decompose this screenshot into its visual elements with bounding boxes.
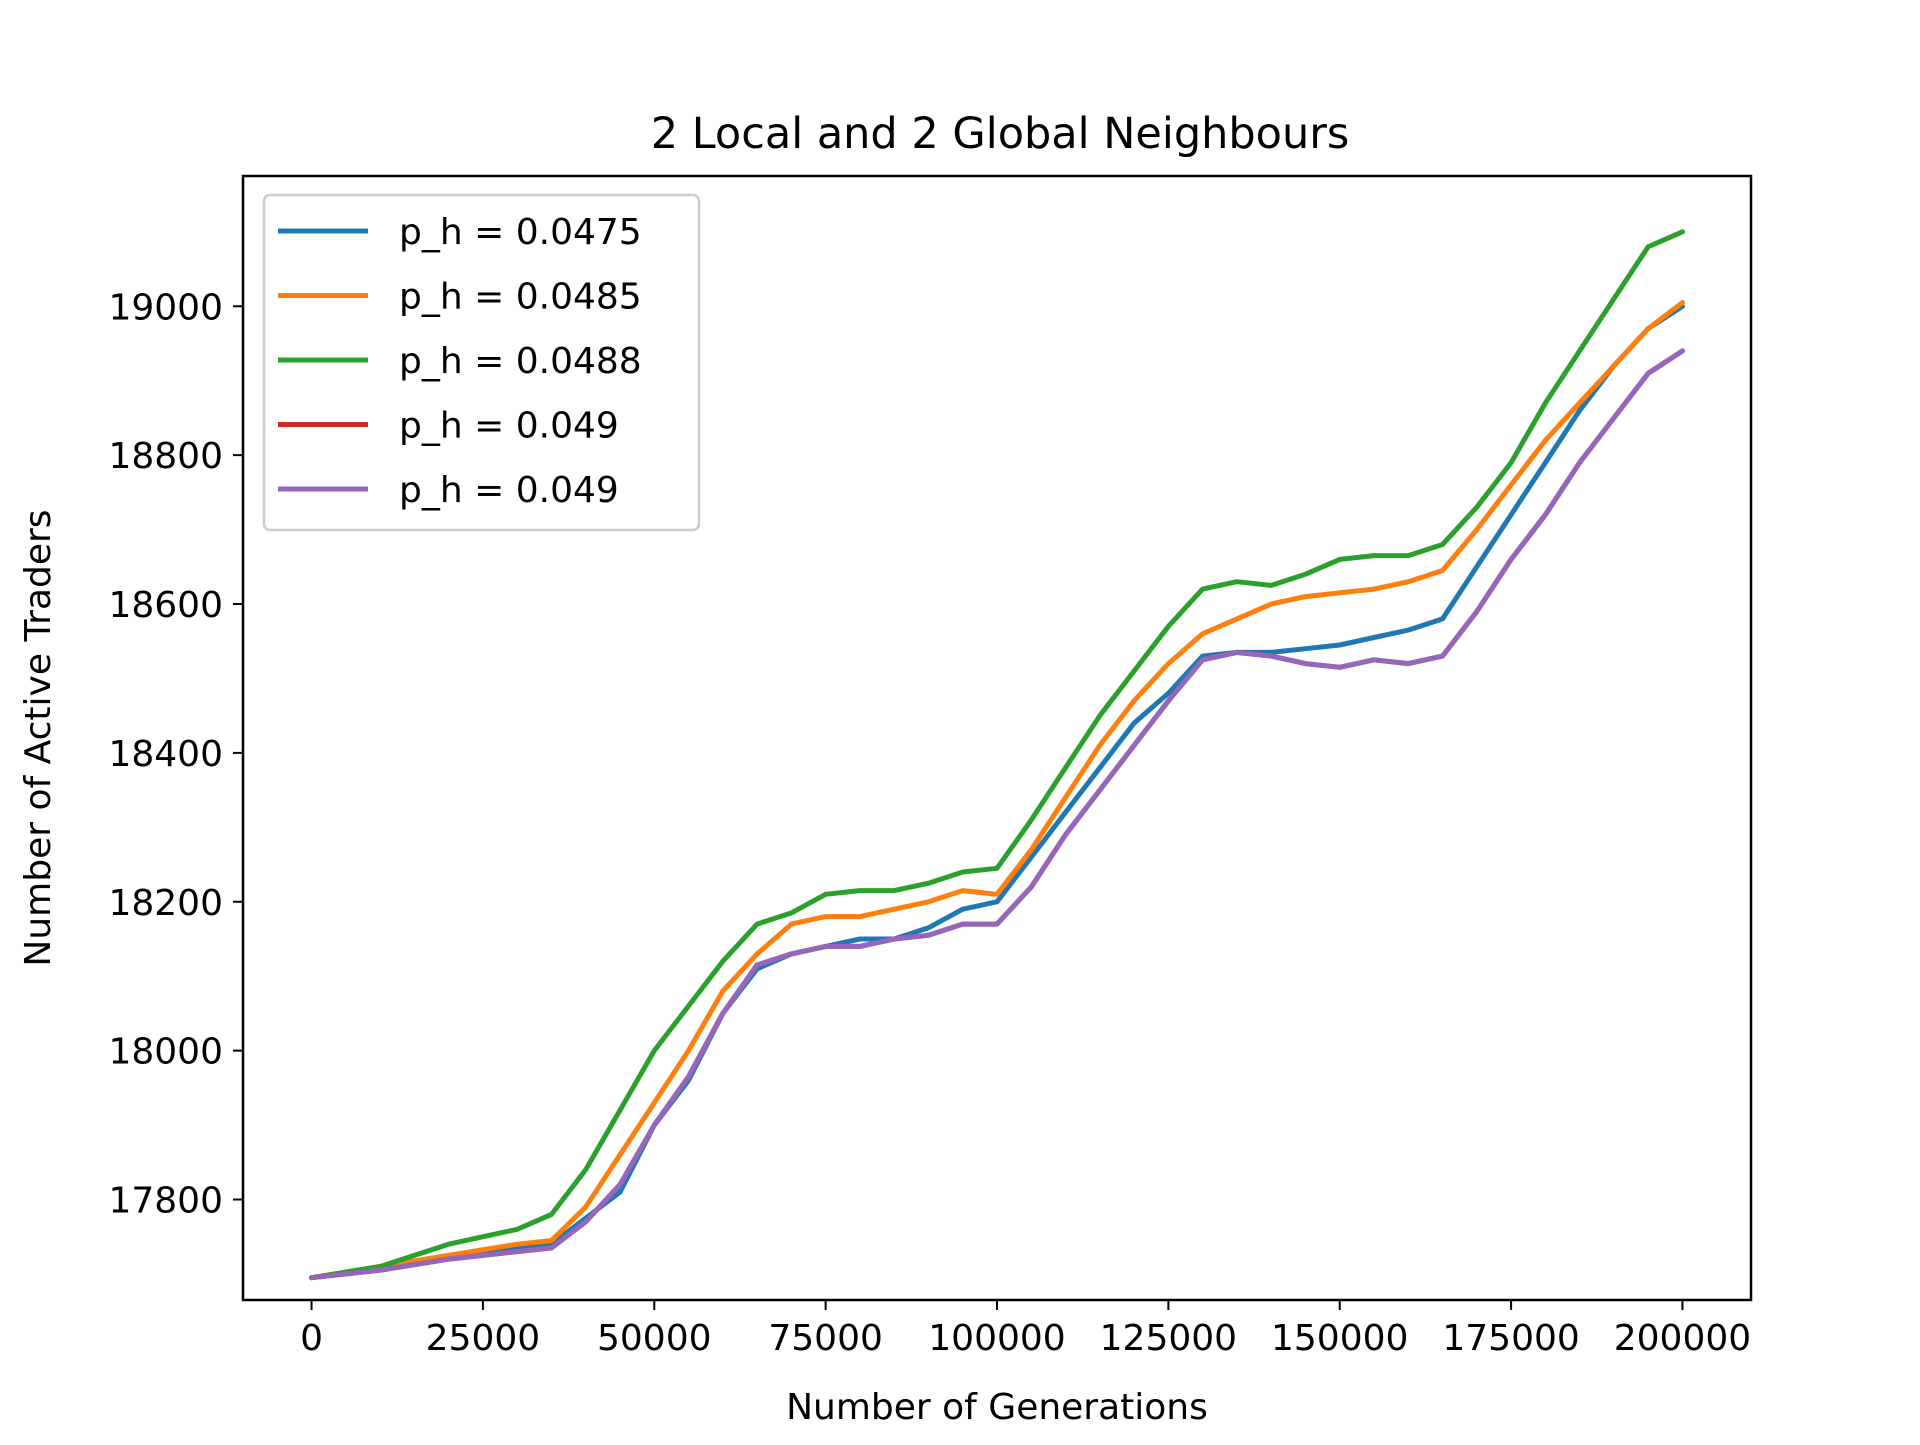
legend-box	[262, 193, 701, 532]
x-tick-label: 0	[300, 1318, 323, 1359]
y-tick-label: 17800	[108, 1181, 223, 1222]
series-line-1	[309, 303, 1685, 1281]
legend-label: p_h = 0.0475	[399, 212, 642, 253]
x-tick-label: 125000	[1100, 1318, 1237, 1359]
chart-title: 2 Local and 2 Global Neighbours	[651, 109, 1350, 159]
x-tick-label: 25000	[426, 1318, 541, 1359]
series-line-3	[309, 229, 1685, 1281]
y-tick-label: 18000	[108, 1032, 223, 1073]
legend: p_h = 0.0475 p_h = 0.0485 p_h = 0.0488 p_h …	[262, 193, 701, 532]
series-line-2	[309, 300, 1685, 1281]
x-tick-label: 150000	[1271, 1318, 1408, 1359]
x-tick-label: 75000	[768, 1318, 883, 1359]
x-tick-label: 50000	[597, 1318, 712, 1359]
x-tick-label: 175000	[1442, 1318, 1579, 1359]
y-tick-label: 18200	[108, 883, 223, 924]
y-tick-label: 18800	[108, 436, 223, 477]
legend-label: p_h = 0.0488	[399, 341, 642, 382]
x-tick-label: 100000	[928, 1318, 1065, 1359]
y-axis-label: Number of Active Traders	[18, 509, 59, 966]
x-axis: 0 25000 50000 75000 100000 125000 150000 175000…	[300, 1300, 1751, 1359]
y-axis: 17800 18000 18200 18400 18600 18800 19000	[108, 287, 243, 1222]
x-tick-label: 200000	[1614, 1318, 1751, 1359]
legend-label: p_h = 0.049	[399, 406, 619, 447]
x-axis-label: Number of Generations	[786, 1387, 1208, 1428]
legend-label: p_h = 0.049	[399, 470, 619, 511]
y-tick-label: 18600	[108, 585, 223, 626]
legend-label: p_h = 0.0485	[399, 277, 642, 318]
y-tick-label: 18400	[108, 734, 223, 775]
series-line-5	[309, 348, 1685, 1281]
y-tick-label: 19000	[108, 287, 223, 328]
plot-lines	[309, 229, 1685, 1281]
